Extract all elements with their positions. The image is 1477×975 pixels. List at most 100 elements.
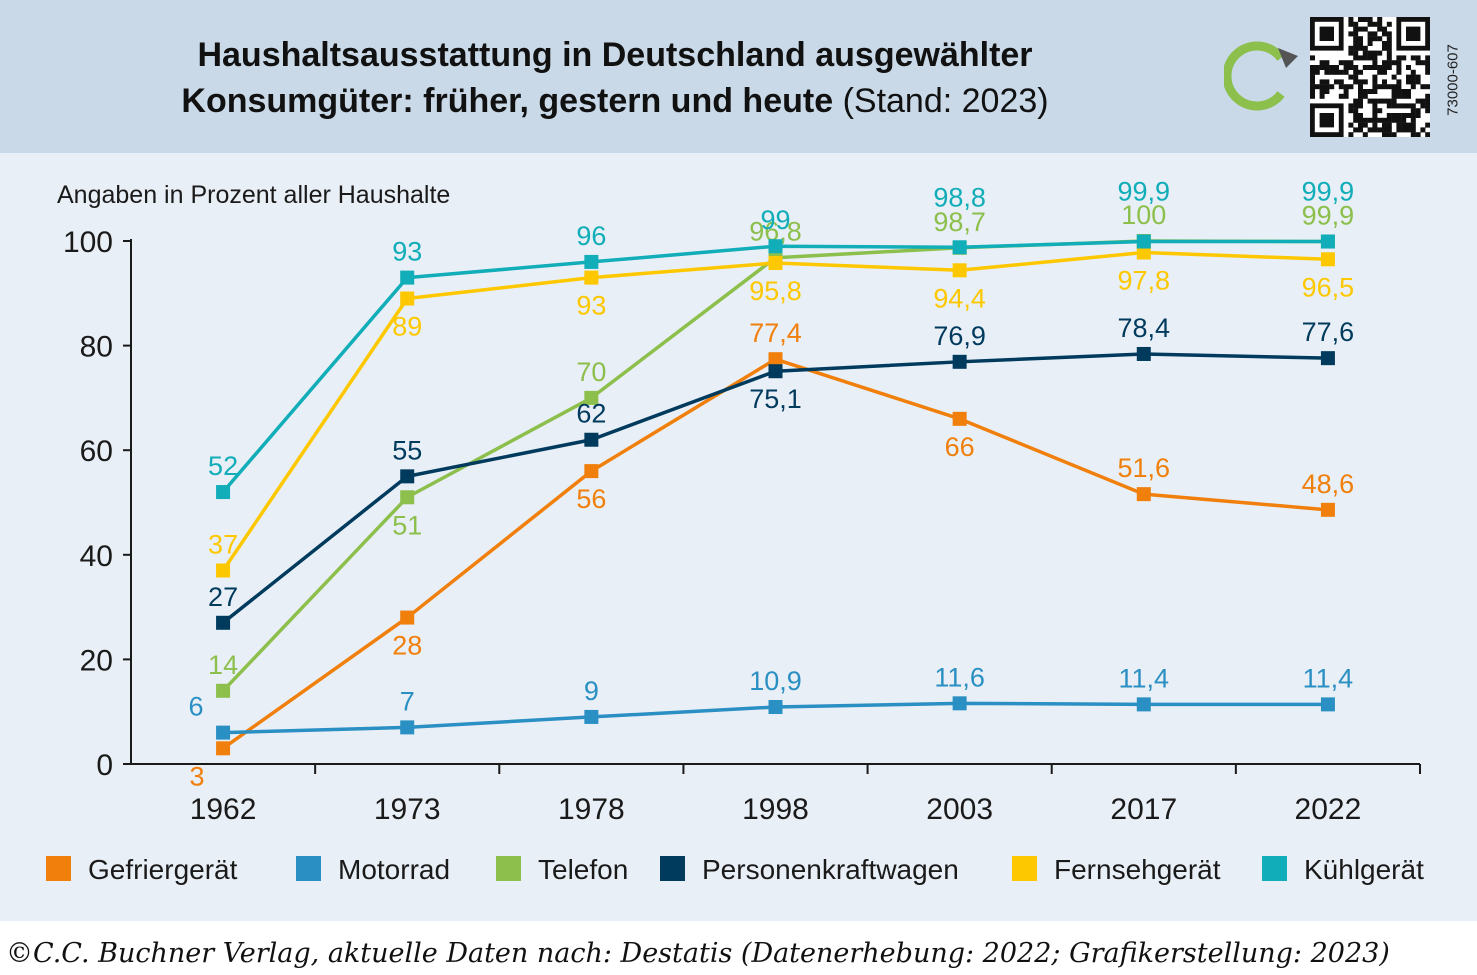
data-point-kühlgerät: [216, 485, 231, 500]
line-chart: Angaben in Prozent aller Haushalte 0 20 40 6…: [46, 177, 1424, 885]
data-label-personenkraftwagen: 75,1: [749, 384, 802, 414]
data-label-kühlgerät: 99,9: [1118, 177, 1171, 207]
data-label-fernsehgerät: 89: [392, 312, 422, 342]
data-point-gefriergerät: [952, 411, 967, 426]
legend-swatch-kühlgerät: [1262, 856, 1287, 881]
source-credit: ©C.C. Buchner Verlag, aktuelle Daten nac…: [6, 938, 1390, 969]
data-point-personenkraftwagen: [1320, 351, 1335, 366]
data-label-personenkraftwagen: 78,4: [1118, 313, 1171, 343]
data-point-fernsehgerät: [400, 291, 415, 306]
data-label-motorrad: 11,4: [1119, 663, 1170, 693]
legend-label-motorrad: Motorrad: [338, 854, 450, 885]
x-tick-label: 1998: [742, 793, 809, 826]
legend-label-kühlgerät: Kühlgerät: [1304, 854, 1424, 885]
legend-swatch-motorrad: [296, 856, 321, 881]
header-banner: Haushaltsausstattung in Deutschland ausg…: [0, 0, 1477, 153]
chart-area: Angaben in Prozent aller Haushalte 0 20 40 6…: [0, 153, 1477, 921]
y-tick-label: 40: [80, 540, 113, 573]
data-point-motorrad: [584, 709, 599, 724]
y-tick-label: 80: [80, 331, 113, 364]
data-point-motorrad: [952, 696, 967, 711]
data-point-kühlgerät: [952, 240, 967, 255]
data-label-telefon: 100: [1121, 200, 1166, 230]
data-label-fernsehgerät: 97,8: [1118, 266, 1171, 296]
legend-label-gefriergerät: Gefriergerät: [88, 854, 238, 885]
data-point-fernsehgerät: [216, 563, 231, 578]
x-tick-label: 2017: [1110, 793, 1177, 826]
data-point-personenkraftwagen: [216, 615, 231, 630]
data-label-motorrad: 6: [189, 692, 204, 722]
data-label-kühlgerät: 99: [760, 205, 790, 235]
data-point-fernsehgerät: [952, 263, 967, 278]
y-axis-label: Angaben in Prozent aller Haushalte: [57, 181, 450, 209]
data-label-fernsehgerät: 96,5: [1302, 272, 1355, 302]
data-label-motorrad: 10,9: [749, 666, 802, 696]
y-tick-label: 0: [96, 749, 113, 782]
legend-label-personenkraftwagen: Personenkraftwagen: [702, 854, 959, 885]
data-label-gefriergerät: 3: [190, 761, 205, 791]
title-line-2: Konsumgüter: früher, gestern und heute: [181, 82, 834, 120]
y-tick-label: 60: [80, 435, 113, 468]
data-label-motorrad: 9: [584, 676, 599, 706]
data-point-personenkraftwagen: [584, 432, 599, 447]
data-point-personenkraftwagen: [768, 364, 783, 379]
data-label-kühlgerät: 52: [208, 451, 238, 481]
data-point-telefon: [584, 390, 599, 405]
data-label-kühlgerät: 93: [392, 237, 422, 267]
data-label-telefon: 98,7: [933, 207, 986, 237]
data-label-fernsehgerät: 95,8: [749, 276, 802, 306]
data-label-gefriergerät: 28: [392, 631, 422, 661]
data-point-fernsehgerät: [1136, 245, 1151, 260]
data-point-fernsehgerät: [1320, 252, 1335, 267]
title-line-1: Haushaltsausstattung in Deutschland ausg…: [197, 36, 1033, 74]
data-label-kühlgerät: 98,8: [933, 182, 986, 212]
data-point-kühlgerät: [768, 239, 783, 254]
x-tick-label: 1973: [374, 793, 441, 826]
data-point-gefriergerät: [768, 352, 783, 367]
data-point-telefon: [216, 683, 231, 698]
title-suffix: (Stand: 2023): [842, 82, 1049, 120]
legend-label-fernsehgerät: Fernsehgerät: [1054, 854, 1221, 885]
data-point-gefriergerät: [1136, 487, 1151, 502]
y-tick-label: 20: [80, 644, 113, 677]
data-label-telefon: 14: [208, 650, 238, 680]
data-point-gefriergerät: [216, 741, 231, 756]
qr-code-icon: [1310, 17, 1430, 137]
data-label-gefriergerät: 51,6: [1118, 453, 1171, 483]
product-code: 73000-607: [1444, 44, 1462, 116]
data-point-kühlgerät: [1320, 234, 1335, 249]
data-label-motorrad: 7: [400, 686, 415, 716]
y-tick-label: 100: [63, 226, 113, 259]
data-point-gefriergerät: [400, 610, 415, 625]
legend-swatch-personenkraftwagen: [660, 856, 685, 881]
data-label-gefriergerät: 77,4: [749, 318, 802, 348]
data-label-personenkraftwagen: 76,9: [933, 321, 986, 351]
data-label-telefon: 70: [576, 357, 606, 387]
data-point-personenkraftwagen: [400, 469, 415, 484]
x-tick-label: 1962: [190, 793, 257, 826]
data-label-gefriergerät: 56: [576, 484, 606, 514]
data-point-personenkraftwagen: [1136, 346, 1151, 361]
data-label-fernsehgerät: 94,4: [933, 283, 986, 313]
legend-label-telefon: Telefon: [538, 854, 628, 885]
data-label-telefon: 51: [392, 510, 422, 540]
data-point-gefriergerät: [1320, 502, 1335, 517]
data-point-telefon: [400, 490, 415, 505]
data-point-kühlgerät: [1136, 234, 1151, 249]
data-point-kühlgerät: [584, 254, 599, 269]
data-point-gefriergerät: [584, 464, 599, 479]
legend: Gefriergerät Motorrad Telefon Personenkraft…: [46, 854, 1424, 885]
data-point-fernsehgerät: [584, 270, 599, 285]
data-label-gefriergerät: 66: [945, 432, 975, 462]
legend-swatch-telefon: [496, 856, 521, 881]
data-label-kühlgerät: 99,9: [1302, 177, 1355, 207]
data-label-gefriergerät: 48,6: [1302, 469, 1355, 499]
data-label-kühlgerät: 96: [576, 221, 606, 251]
data-label-telefon: 99,9: [1302, 201, 1355, 231]
data-point-kühlgerät: [400, 270, 415, 285]
data-label-fernsehgerät: 37: [208, 529, 238, 559]
data-point-fernsehgerät: [768, 255, 783, 270]
data-point-motorrad: [216, 725, 231, 740]
data-point-motorrad: [1320, 697, 1335, 712]
data-label-personenkraftwagen: 62: [576, 399, 606, 429]
